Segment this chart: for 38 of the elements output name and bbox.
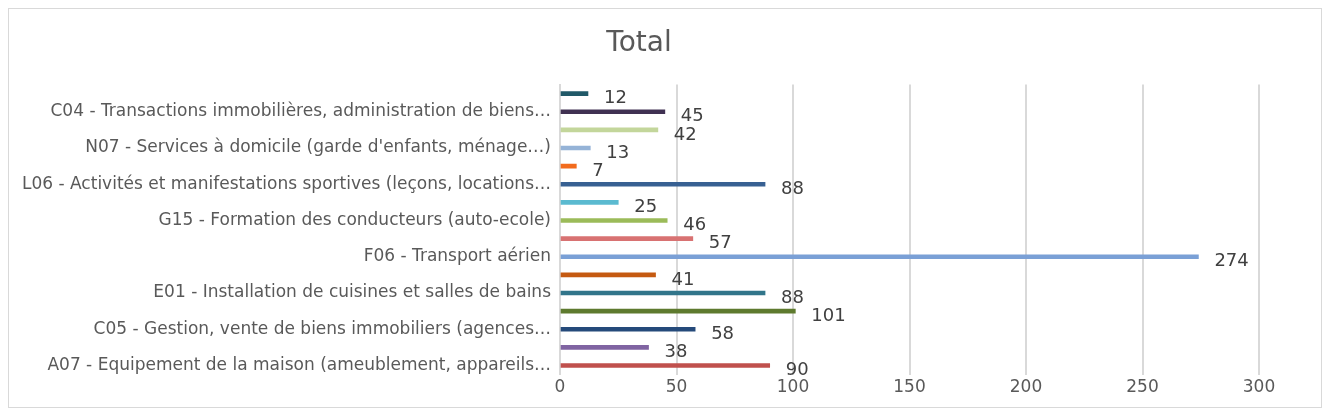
data-label: 38 [664,340,688,362]
y-tick-label: A07 - Equipement de la maison (ameublement, appareils… [47,353,552,374]
y-tick-label: F06 - Transport aérien [363,245,552,266]
y-tick-label: N07 - Services à domicile (garde d'enfants, ménage…) [85,136,552,157]
x-tick-label: 150 [893,376,926,397]
data-label: 13 [606,140,630,162]
y-tick-label: E01 - Installation de cuisines et salles de bains [153,281,552,302]
bar [560,91,589,96]
bar [560,236,694,241]
x-tick-label: 250 [1126,376,1159,397]
bar [560,363,771,368]
x-tick-label: 300 [1242,376,1276,397]
y-tick-label: L06 - Activités et manifestations sportives (leçons, locations… [21,172,552,193]
data-label: 25 [634,195,658,217]
bar [560,345,649,350]
bar [560,254,1199,260]
data-label: 12 [603,86,627,108]
data-label: 57 [708,231,732,253]
bar [560,109,666,115]
data-label: 58 [711,321,735,343]
y-tick-label: G15 - Formation des conducteurs (auto-ecole) [158,208,552,229]
data-label: 46 [683,213,707,235]
y-tick-label: C04 - Transactions immobilières, administration de biens… [50,100,552,121]
data-label: 101 [811,303,846,325]
bar [560,326,696,332]
data-label: 41 [671,267,695,289]
data-label: 88 [781,285,804,307]
x-tick-label: 0 [554,376,566,397]
data-label: 274 [1214,249,1249,271]
bar [560,181,766,187]
x-tick-label: 200 [1009,376,1043,397]
bar [560,218,668,223]
y-tick-label: C05 - Gestion, vente de biens immobiliers (agences… [93,317,552,338]
data-label: 7 [592,158,604,180]
data-label: 88 [781,176,804,198]
x-tick-label: 50 [665,376,688,397]
chart-title: Total [605,25,672,59]
bar [560,200,619,205]
